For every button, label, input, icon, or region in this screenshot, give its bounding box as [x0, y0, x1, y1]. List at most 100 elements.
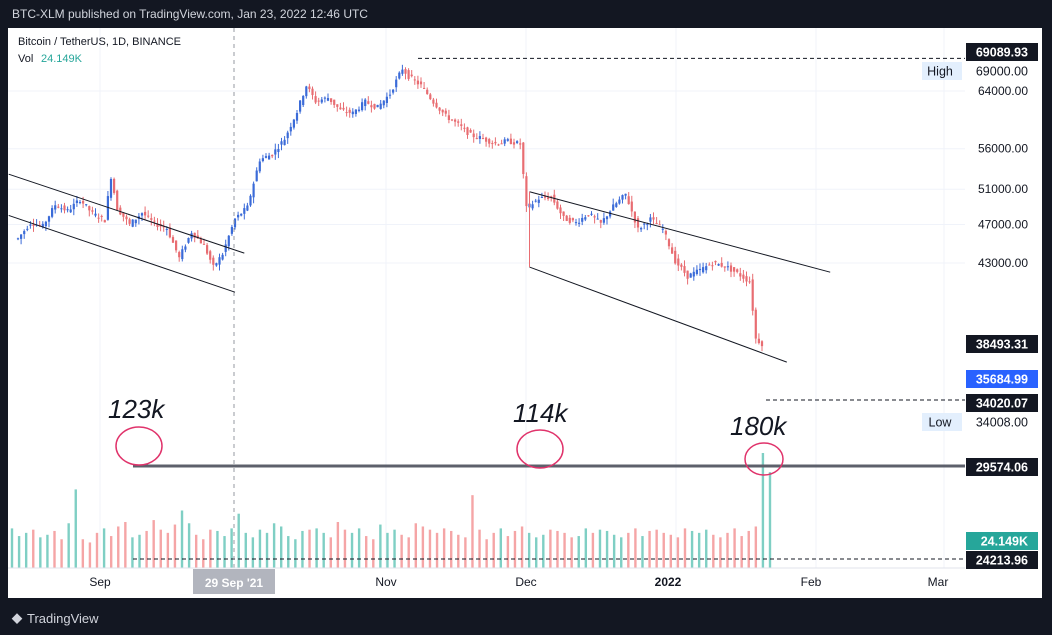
- volume-bar: [279, 526, 283, 568]
- x-tick-label: 2022: [655, 575, 682, 589]
- volume-bar: [357, 528, 361, 568]
- candle-body: [376, 104, 379, 108]
- volume-bar: [251, 537, 255, 568]
- candle-body: [20, 234, 23, 239]
- volume-bar: [733, 528, 736, 568]
- candle-body: [584, 217, 587, 220]
- candle-body: [419, 81, 423, 85]
- candle-body: [590, 213, 593, 215]
- volume-bar: [605, 530, 609, 568]
- candle-body: [199, 239, 202, 244]
- volume-bar: [343, 529, 347, 568]
- volume-bar: [301, 530, 304, 568]
- candle-body: [249, 195, 252, 206]
- candle-body: [463, 127, 466, 129]
- candle-body: [695, 269, 698, 275]
- volume-bar: [683, 528, 687, 568]
- candle-body: [165, 228, 168, 230]
- volume-bar: [308, 529, 311, 568]
- candle-body: [395, 79, 398, 88]
- candle-body: [63, 205, 66, 211]
- candle-body: [596, 218, 599, 220]
- candle-body: [122, 212, 125, 217]
- candle-body: [379, 103, 382, 109]
- candle-body: [674, 250, 677, 264]
- candle-body: [736, 269, 739, 272]
- candle-body: [581, 217, 584, 222]
- candle-body: [23, 231, 26, 235]
- volume-bar: [435, 532, 439, 568]
- volume-bar: [768, 472, 772, 568]
- candle-body: [686, 270, 689, 279]
- volume-bar: [124, 522, 127, 568]
- candle-body: [196, 235, 199, 239]
- candle-body: [444, 110, 447, 114]
- volume-bar: [499, 528, 503, 568]
- candle-body: [264, 156, 268, 158]
- volume-bar: [591, 532, 595, 568]
- volume-bar: [24, 532, 28, 568]
- volume-bar: [513, 530, 517, 568]
- annotation-label: 114k: [513, 398, 569, 428]
- candle-body: [187, 237, 190, 243]
- price-label: 69000.00: [976, 65, 1028, 79]
- volume-bar: [180, 510, 184, 568]
- candle-body: [113, 178, 116, 193]
- channel-2-upper: [529, 191, 831, 273]
- candle-body: [754, 309, 757, 339]
- volume-bar: [620, 537, 623, 568]
- candle-body: [450, 119, 454, 121]
- candle-body: [351, 111, 354, 115]
- candle-body: [240, 213, 243, 216]
- crosshair-date: 29 Sep '21: [205, 576, 264, 590]
- volume-bar: [95, 532, 99, 568]
- channel-2-lower: [529, 266, 787, 363]
- candle-body: [60, 208, 63, 210]
- candle-body: [599, 220, 602, 223]
- price-label-box: [966, 370, 1038, 388]
- annotation-label: 180k: [730, 411, 788, 441]
- candle-body: [683, 266, 686, 273]
- candle-body: [702, 267, 705, 273]
- volume-bar: [442, 528, 446, 568]
- candle-body: [423, 87, 426, 89]
- y-tick-label: 47000.00: [978, 218, 1028, 232]
- volume-bar: [414, 523, 417, 568]
- candle-body: [398, 72, 401, 79]
- annotation-circle: [115, 426, 163, 466]
- candle-body: [618, 199, 621, 204]
- price-chart[interactable]: 123k 114k 180k 64000.00 56000.00 51000.00 470…: [8, 28, 1042, 598]
- volume-bar: [761, 453, 765, 568]
- volume-bar: [627, 532, 630, 568]
- candle-body: [280, 141, 283, 145]
- volume-bar: [676, 537, 680, 568]
- candle-body: [357, 109, 361, 111]
- volume-bar: [102, 528, 106, 568]
- volume-bar: [492, 532, 495, 568]
- candle-body: [525, 176, 528, 207]
- candle-body: [348, 109, 351, 113]
- candle-body: [739, 273, 742, 277]
- candle-body: [382, 100, 385, 106]
- candle-body: [410, 74, 413, 77]
- candle-body: [643, 223, 646, 225]
- candle-body: [354, 109, 357, 114]
- candle-body: [224, 244, 227, 252]
- chart-frame[interactable]: 123k 114k 180k 64000.00 56000.00 51000.00 470…: [8, 28, 1042, 598]
- candle-body: [636, 218, 640, 228]
- volume-bar: [549, 529, 552, 568]
- candle-body: [677, 258, 680, 266]
- candle-body: [162, 225, 165, 228]
- legend-vol-label: Vol: [18, 53, 33, 65]
- volume-bar: [166, 532, 170, 568]
- price-tag: Low: [929, 416, 953, 430]
- volume-bar: [421, 526, 425, 568]
- tradingview-logo[interactable]: ◆ TradingView: [12, 610, 99, 626]
- candle-body: [404, 69, 407, 74]
- volume-bar: [471, 495, 474, 568]
- volume-bar: [202, 539, 205, 568]
- candle-body: [184, 246, 187, 250]
- legend-vol-value: 24.149K: [41, 53, 83, 65]
- candle-body: [144, 211, 147, 216]
- candle-body: [75, 200, 78, 203]
